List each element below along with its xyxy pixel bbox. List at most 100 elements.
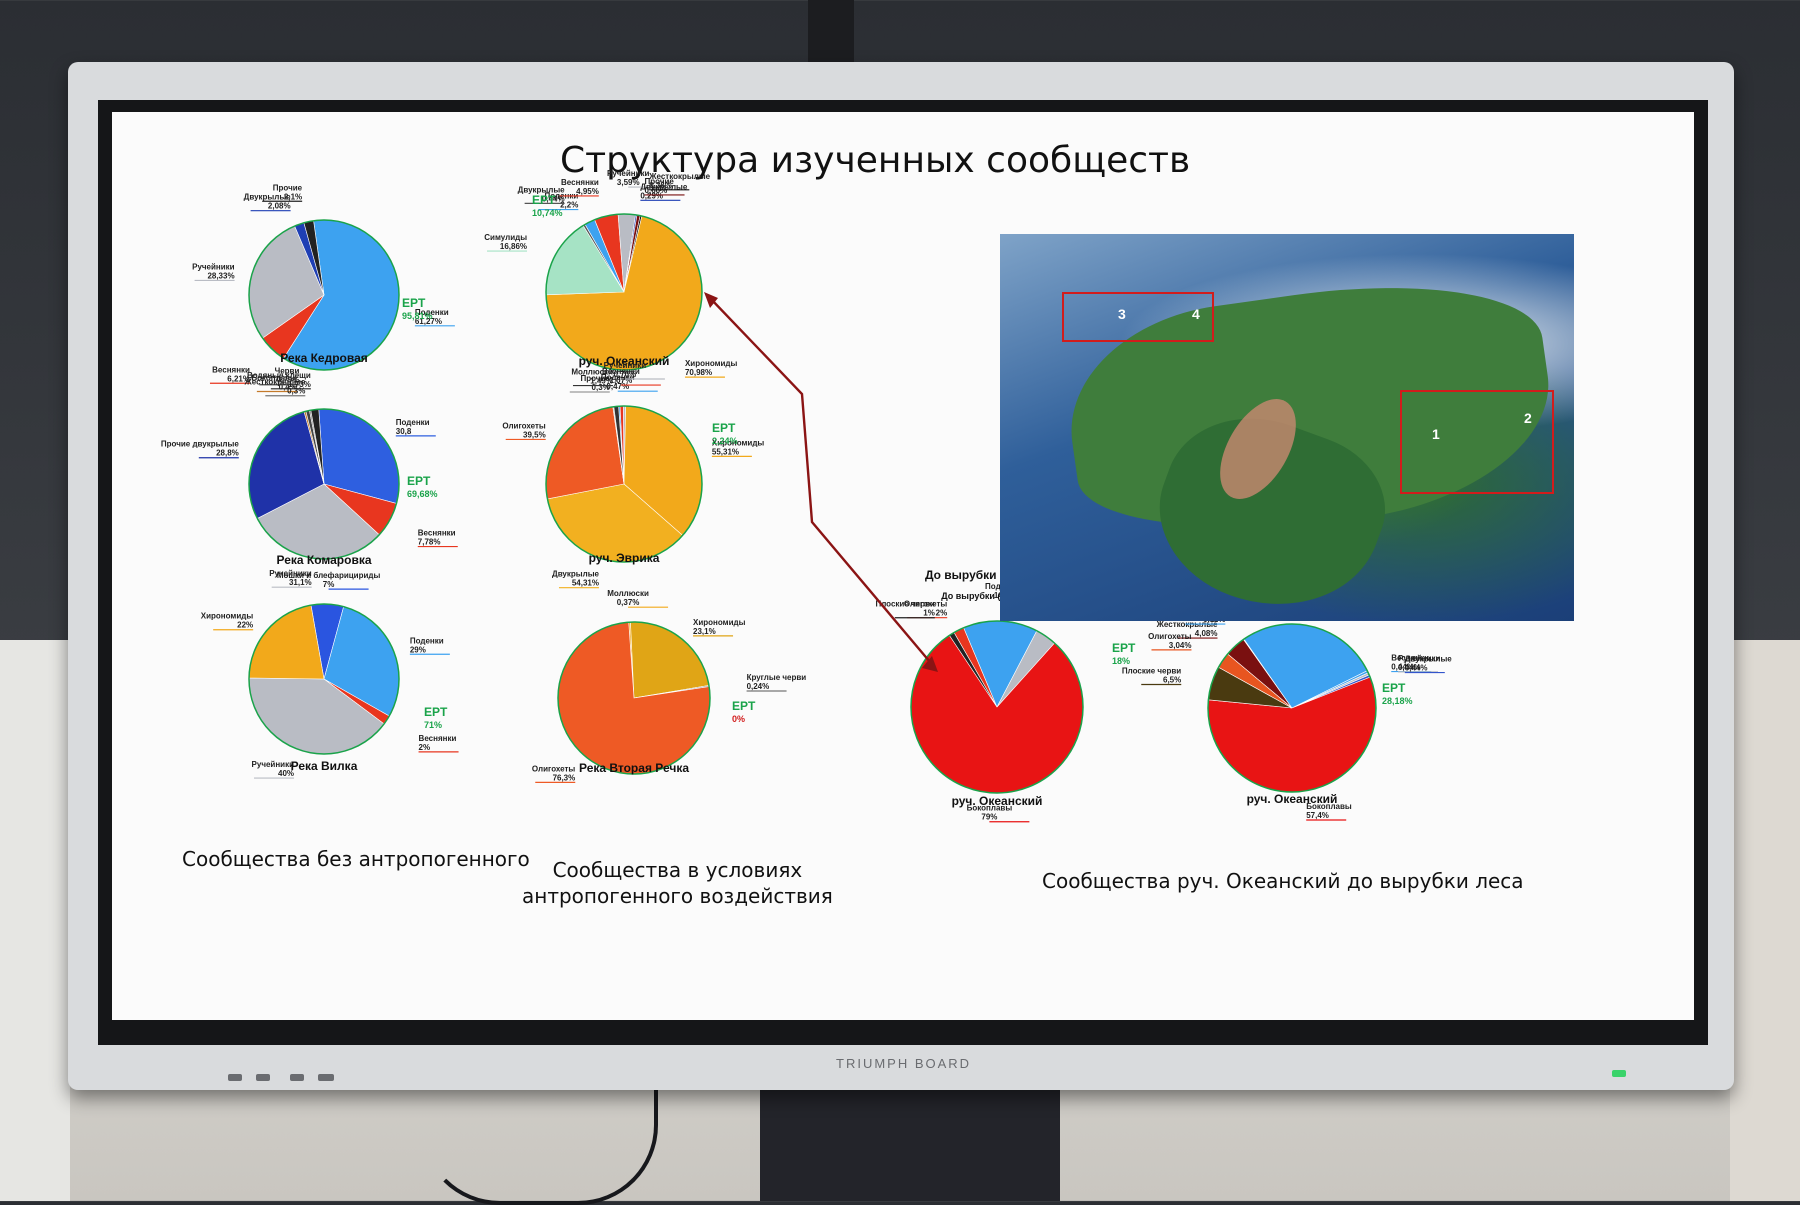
slice-value: 2% (936, 609, 948, 618)
slice-value: 23,1% (693, 627, 716, 636)
slice-value: 79% (981, 813, 997, 822)
chart-title: Река Вторая Речка (579, 761, 689, 775)
slice-label: Поденки (396, 418, 430, 427)
site-box-1-2: 1 2 (1400, 390, 1554, 494)
slice-value: 0,44% (542, 194, 565, 203)
ept-outline (910, 620, 1084, 794)
ept-label: EPT (1382, 681, 1406, 695)
slice-value: 0,47% (606, 382, 629, 391)
ept-label: EPT (712, 421, 736, 435)
slice-value: 2,1% (284, 192, 302, 201)
pie-chart: Поденки30,8Веснянки7,78%Ручейники31,1%Пр… (161, 367, 458, 588)
slice-value: 0,79% (277, 376, 300, 385)
slice-value: 3,04% (1169, 641, 1192, 650)
slice-value: 40% (278, 769, 294, 778)
slice-label: Ручейники (604, 361, 647, 370)
slice-value: 0,70% (614, 370, 637, 379)
ept-value: 71% (424, 720, 442, 730)
slice-value: 4,95% (576, 187, 599, 196)
ept-outline (545, 405, 703, 563)
slice-label: Плоские черви (1122, 667, 1181, 676)
slice-label: Жесткокрылые (648, 172, 710, 181)
chart-title: руч. Океанский (579, 354, 670, 368)
slice-label: Двукрылые (244, 193, 292, 202)
slice-label: Олигохеты (1148, 632, 1192, 641)
ept-label: EPT (732, 699, 756, 713)
slice-value: 16,86% (500, 242, 527, 251)
slice-value: 1,73% (288, 380, 311, 389)
ept-label: EPT (532, 193, 556, 207)
slice-value: 6,5% (1163, 676, 1181, 685)
caption-before-logging: Сообщества руч. Океанский до вырубки лес… (1042, 869, 1524, 893)
slice-value: 4,08% (1195, 629, 1218, 638)
slice-value: 61,27% (415, 317, 442, 326)
slice-value: 31,1% (289, 578, 312, 587)
pie-slice (545, 406, 625, 500)
ept-value: 0% (732, 714, 745, 724)
slice-label: Прочие (273, 183, 303, 192)
slice-label: Олигохеты (532, 764, 576, 773)
slice-label: Ручейники (607, 169, 650, 178)
ept-value: 28,18% (1382, 696, 1413, 706)
site-label-3: 3 (1118, 306, 1126, 322)
slice-value: 22% (237, 621, 253, 630)
ept-value: 10,74% (532, 208, 563, 218)
slice-value: 6,21% (227, 374, 250, 383)
usb-port (228, 1074, 242, 1081)
slice-value: 0,37% (617, 598, 640, 607)
monitor-stand (760, 1085, 1060, 1201)
arrow-head (704, 292, 718, 308)
slice-label: Олигохеты (904, 600, 948, 609)
slice-value: 2% (419, 743, 431, 752)
slice-value: 0,66% (645, 186, 668, 195)
slice-value: 1,07% (610, 376, 633, 385)
slice-label: Прочие (580, 374, 610, 383)
slice-label: Мошки и блефарицириды (277, 571, 381, 580)
slice-label: Моллюски (607, 589, 649, 598)
slice-value: 70,98% (685, 368, 712, 377)
caption-no-impact: Сообщества без антропогенного (182, 847, 530, 871)
slice-value: 76,3% (553, 773, 576, 782)
chart-title: руч. Океанский (952, 794, 1043, 808)
slice-value: 0,4% (279, 382, 297, 391)
slice-value: 2,2% (560, 201, 578, 210)
ept-value: 69,68% (407, 489, 438, 499)
slice-label: Хирономиды (201, 612, 254, 621)
ept-value: 2,24% (712, 436, 738, 446)
site-label-1: 1 (1432, 426, 1440, 442)
hdmi-port (318, 1074, 334, 1081)
slice-label: Хирономиды (685, 359, 738, 368)
brand-logo: TRIUMPH BOARD (836, 1056, 972, 1071)
slice-label: Бокоплавы (251, 373, 297, 382)
slice-label: Плоские черви (875, 600, 934, 609)
slice-label: Двукрылые (640, 182, 688, 191)
slice-label: Моллюски (571, 368, 613, 377)
slice-label: Круглые черви (747, 673, 807, 682)
power-led (1612, 1070, 1626, 1077)
slice-label: Веснянки (212, 365, 250, 374)
slice-value: 0,36% (649, 181, 672, 190)
slice-label: Веснянки (1391, 654, 1429, 663)
slice-label: Водяные клещи (247, 371, 311, 380)
slice-label: Поденки (415, 308, 449, 317)
chart-title: Река Кедровая (280, 351, 368, 365)
slice-value: 7% (323, 580, 335, 589)
site-box-3-4: 3 4 (1062, 292, 1214, 342)
slice-label: Веснянки (561, 178, 599, 187)
slice-label: Симулиды (484, 233, 527, 242)
slice-label: Прочие двукрылые (161, 440, 239, 449)
slice-label: Черви (275, 367, 300, 376)
usb-port (290, 1074, 304, 1081)
slide-title: Структура изученных сообществ (560, 140, 1191, 181)
slice-value: 57,4% (1306, 811, 1329, 820)
slice-label: Бокоплавы (967, 804, 1013, 813)
slice-value: 39,5% (523, 430, 546, 439)
slice-value: 1% (923, 609, 935, 618)
slice-value: 1,49% (590, 377, 613, 386)
ept-label: EPT (1112, 641, 1136, 655)
slice-label: Ручейники (252, 760, 295, 769)
slice-value: 0,44% (1391, 663, 1414, 672)
usb-port (256, 1074, 270, 1081)
